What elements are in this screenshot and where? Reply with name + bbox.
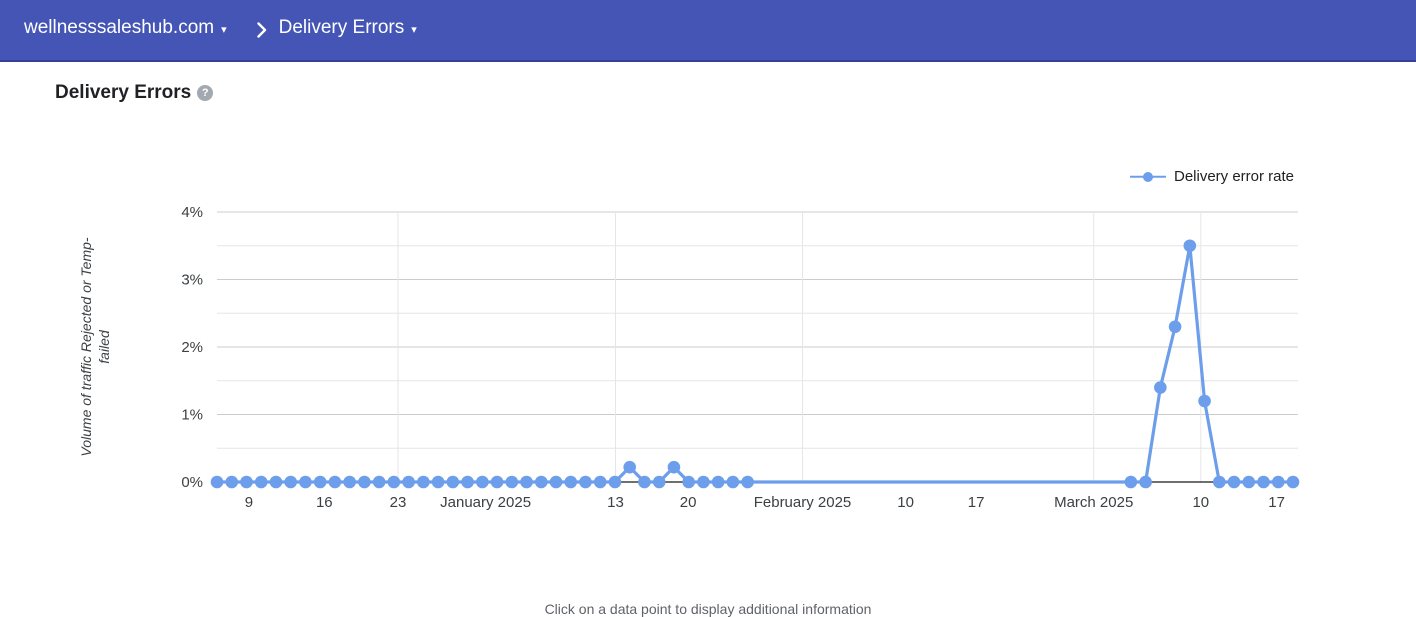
svg-text:9: 9 — [245, 494, 253, 511]
svg-text:2%: 2% — [181, 339, 203, 356]
svg-text:17: 17 — [1268, 494, 1285, 511]
svg-text:3%: 3% — [181, 272, 203, 289]
svg-text:16: 16 — [316, 494, 333, 511]
svg-text:1%: 1% — [181, 407, 203, 424]
svg-text:17: 17 — [968, 494, 985, 511]
svg-text:January 2025: January 2025 — [440, 494, 531, 511]
svg-text:February 2025: February 2025 — [754, 494, 852, 511]
svg-text:0%: 0% — [181, 474, 203, 491]
svg-text:23: 23 — [390, 494, 407, 511]
svg-text:13: 13 — [607, 494, 624, 511]
svg-text:4%: 4% — [181, 204, 203, 221]
svg-text:20: 20 — [680, 494, 697, 511]
svg-text:10: 10 — [897, 494, 914, 511]
svg-text:March 2025: March 2025 — [1054, 494, 1133, 511]
svg-text:10: 10 — [1192, 494, 1209, 511]
